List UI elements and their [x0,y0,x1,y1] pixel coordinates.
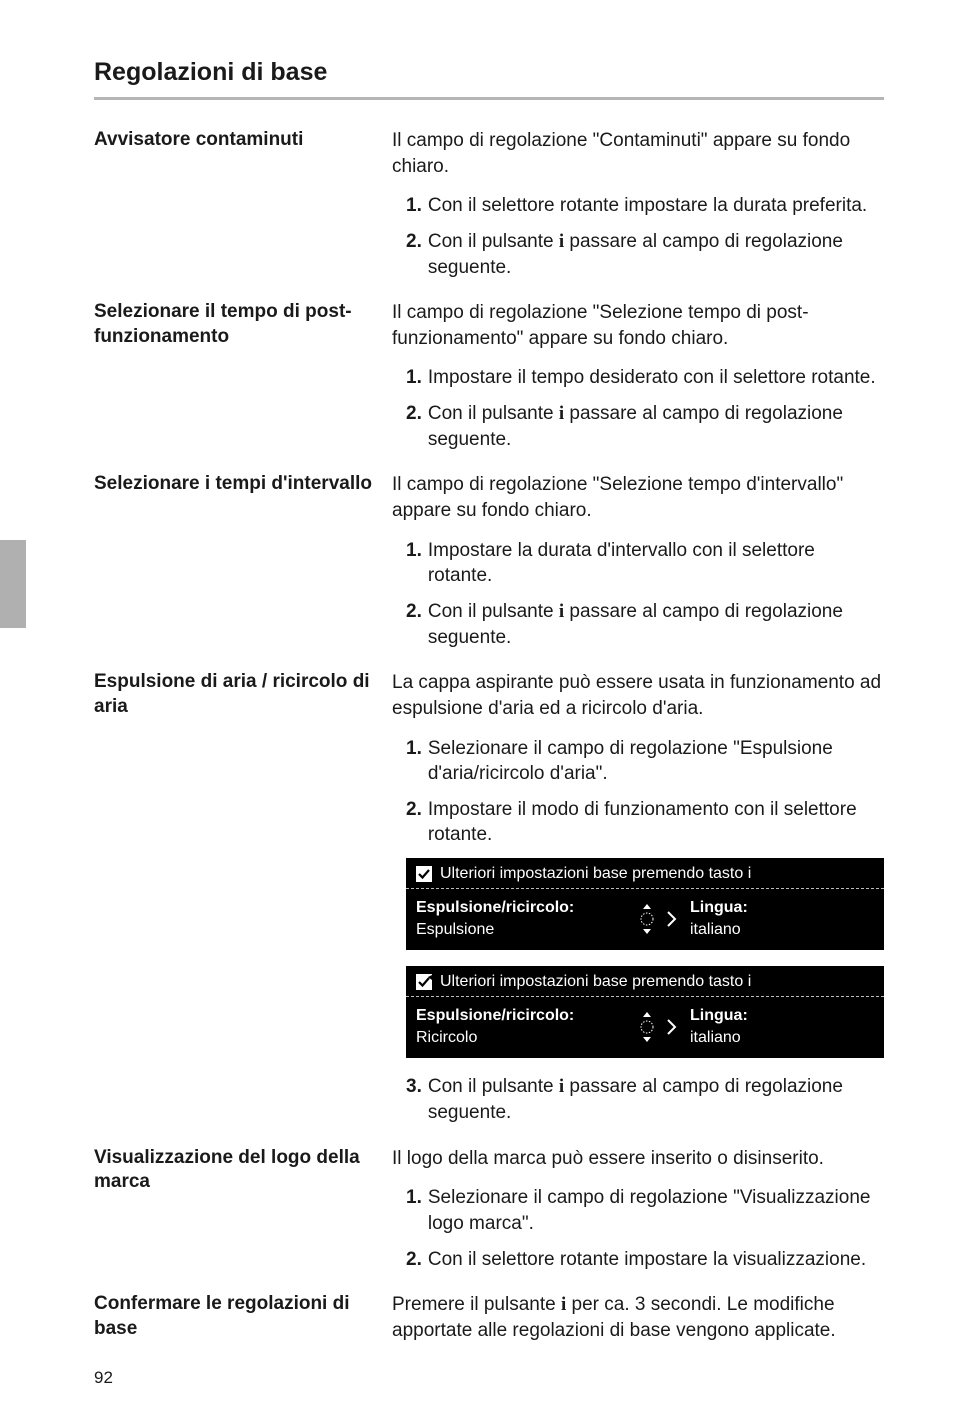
step: 2. Con il pulsante i passare al campo di… [392,599,884,650]
section-intervallo: Selezionare i tempi d'intervallo Il camp… [94,472,884,660]
intro-text: Il logo della marca può essere inserito … [392,1146,884,1172]
step-number: 2. [406,1247,422,1273]
step-text-pre: Con il pulsante [428,1076,559,1097]
step: 2. Con il pulsante i passare al campo di… [392,401,884,452]
step-number: 1. [406,193,422,219]
display-left-label: Espulsione/ricircolo: [416,1005,626,1027]
step-text: Selezionare il campo di regolazione "Esp… [428,736,884,787]
display-header-text: Ulteriori impostazioni base premendo tas… [440,865,751,883]
step-number: 1. [406,736,422,787]
intro-text: Il campo di regolazione "Contaminuti" ap… [392,128,884,179]
arrow-right-icon [666,910,678,928]
step-text: Impostare il tempo desiderato con il sel… [428,365,876,391]
step-text: Con il pulsante i passare al campo di re… [428,229,884,280]
step-number: 2. [406,401,422,452]
intro-text: Premere il pulsante i per ca. 3 secondi.… [392,1292,884,1343]
step-text: Impostare la durata d'intervallo con il … [428,538,884,589]
display-right-label: Lingua: [690,897,748,919]
intro-text: La cappa aspirante può essere usata in f… [392,670,884,721]
step-text: Con il pulsante i passare al campo di re… [428,1074,884,1125]
intro-pre: Premere il pulsante [392,1294,561,1315]
step: 1. Selezionare il campo di regolazione "… [392,736,884,787]
updown-icon [638,903,656,935]
step: 2. Con il selettore rotante impostare la… [392,1247,884,1273]
step-text-pre: Con il pulsante [428,601,559,622]
step-number: 2. [406,599,422,650]
section-avvisatore: Avvisatore contaminuti Il campo di regol… [94,128,884,290]
intro-text: Il campo di regolazione "Selezione tempo… [392,300,884,351]
display-right-value: italiano [690,1027,748,1049]
step-number: 1. [406,1185,422,1236]
section-espulsione: Espulsione di aria / ricircolo di aria L… [94,670,884,1136]
heading-intervallo: Selezionare i tempi d'intervallo [94,472,374,497]
step-text: Selezionare il campo di regolazione "Vis… [428,1185,884,1236]
display-panel-espulsione: Ulteriori impostazioni base premendo tas… [406,858,884,950]
step: 2. Impostare il modo di funzionamento co… [392,797,884,848]
step: 1. Con il selettore rotante impostare la… [392,193,884,219]
updown-icon [638,1011,656,1043]
side-tab [0,540,26,628]
heading-avvisatore: Avvisatore contaminuti [94,128,374,153]
display-left-value: Espulsione [416,919,626,941]
step-text: Con il pulsante i passare al campo di re… [428,401,884,452]
step-text: Con il selettore rotante impostare la vi… [428,1247,866,1273]
page-title: Regolazioni di base [94,58,884,100]
heading-confermare: Confermare le regolazioni di base [94,1292,374,1341]
step: 3. Con il pulsante i passare al campo di… [392,1074,884,1125]
step-text-pre: Con il pulsante [428,231,559,252]
page-number: 92 [94,1368,884,1388]
section-confermare: Confermare le regolazioni di base Premer… [94,1292,884,1357]
step-number: 2. [406,229,422,280]
display-header: Ulteriori impostazioni base premendo tas… [406,858,884,889]
step-text: Con il pulsante i passare al campo di re… [428,599,884,650]
display-panel-ricircolo: Ulteriori impostazioni base premendo tas… [406,966,884,1058]
section-post-funzionamento: Selezionare il tempo di post-funzionamen… [94,300,884,462]
display-left-value: Ricircolo [416,1027,626,1049]
display-header: Ulteriori impostazioni base premendo tas… [406,966,884,997]
step-text: Con il selettore rotante impostare la du… [428,193,867,219]
display-right-value: italiano [690,919,748,941]
step-number: 3. [406,1074,422,1125]
section-logo: Visualizzazione del logo della marca Il … [94,1146,884,1283]
heading-espulsione: Espulsione di aria / ricircolo di aria [94,670,374,719]
step-number: 1. [406,365,422,391]
step-text: Impostare il modo di funzionamento con i… [428,797,884,848]
step-number: 2. [406,797,422,848]
step: 1. Impostare il tempo desiderato con il … [392,365,884,391]
step-text-pre: Con il pulsante [428,403,559,424]
arrow-right-icon [666,1018,678,1036]
step-number: 1. [406,538,422,589]
step: 2. Con il pulsante i passare al campo di… [392,229,884,280]
checkbox-flag-icon [416,974,432,990]
step: 1. Impostare la durata d'intervallo con … [392,538,884,589]
heading-logo: Visualizzazione del logo della marca [94,1146,374,1195]
checkbox-checked-icon [416,866,432,882]
display-right-label: Lingua: [690,1005,748,1027]
display-header-text: Ulteriori impostazioni base premendo tas… [440,973,751,991]
heading-post-funzionamento: Selezionare il tempo di post-funzionamen… [94,300,374,349]
intro-text: Il campo di regolazione "Selezione tempo… [392,472,884,523]
step: 1. Selezionare il campo di regolazione "… [392,1185,884,1236]
display-left-label: Espulsione/ricircolo: [416,897,626,919]
